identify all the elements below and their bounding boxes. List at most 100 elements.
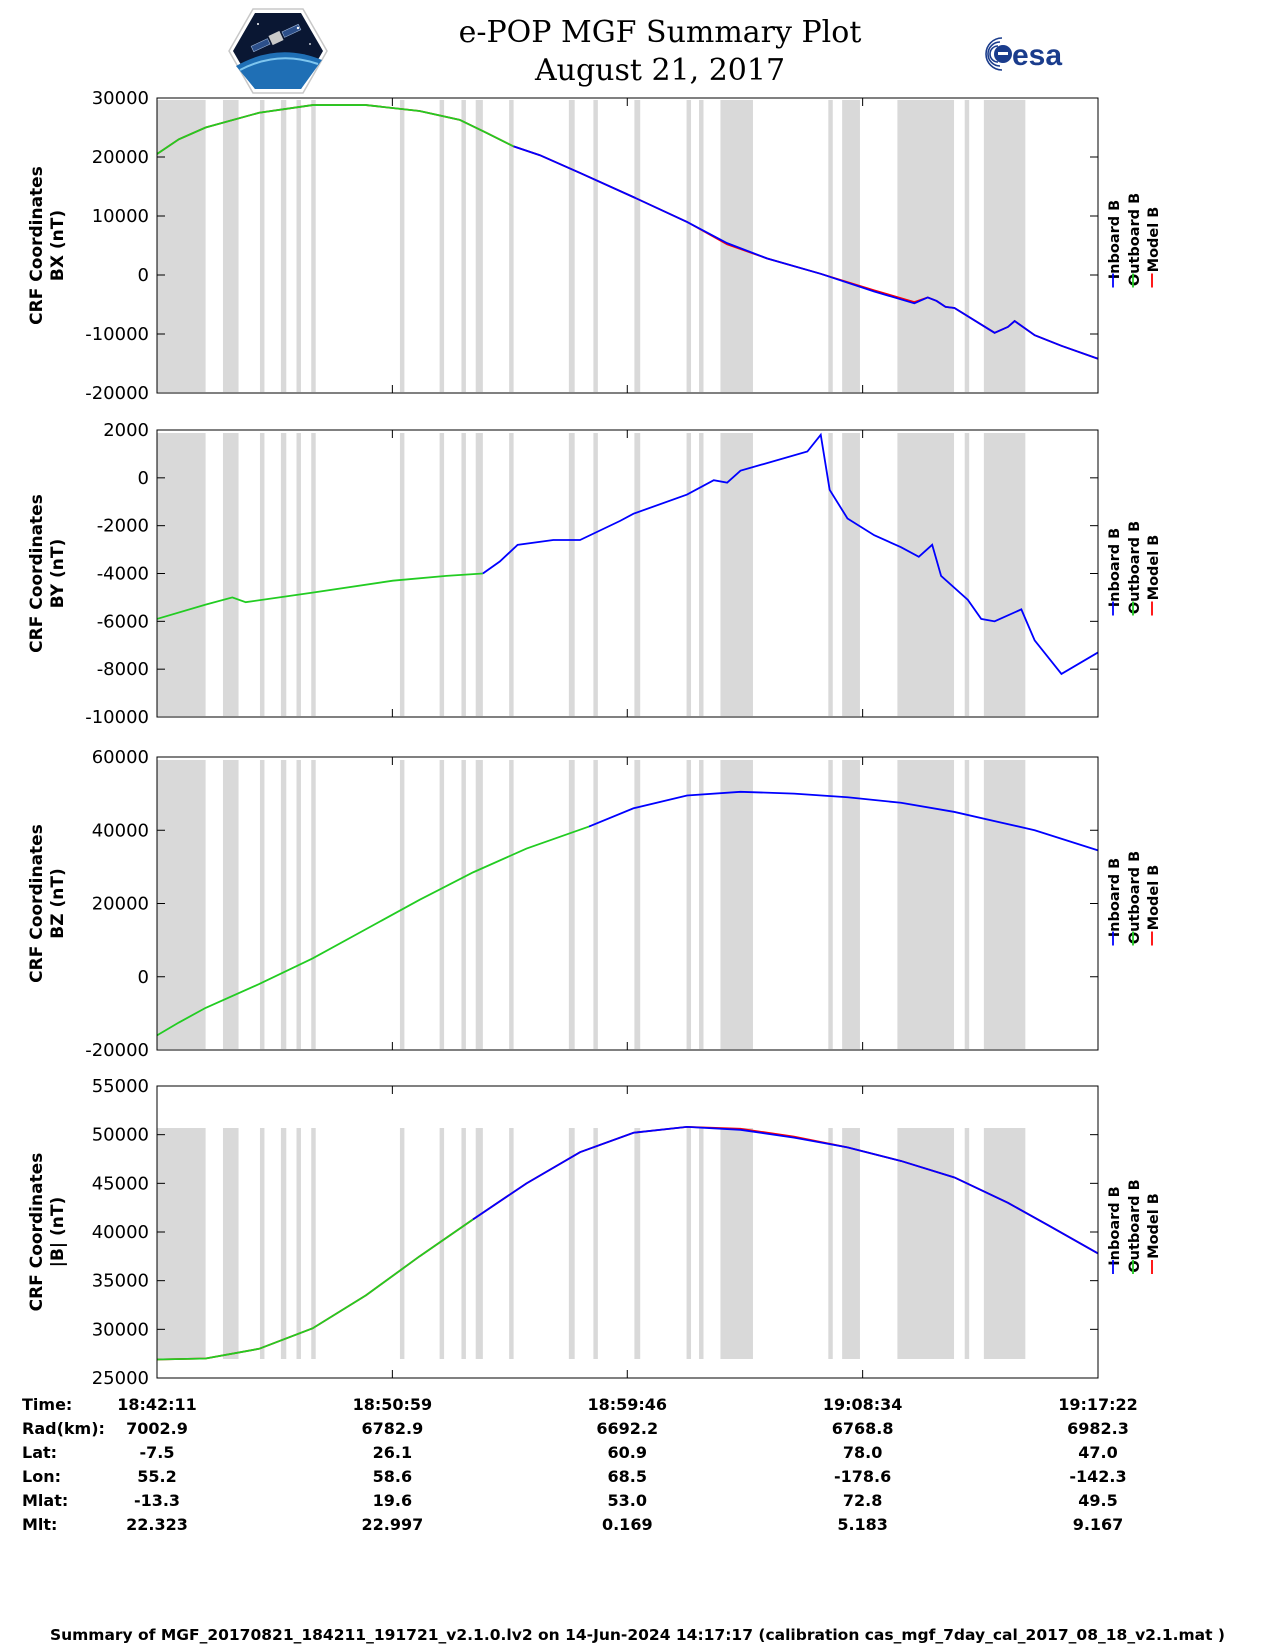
shaded-interval <box>439 1128 445 1359</box>
inboard-b-line <box>482 432 1099 676</box>
shaded-interval <box>461 100 466 392</box>
shaded-interval <box>828 760 833 1049</box>
shaded-interval <box>509 760 514 1049</box>
shaded-interval <box>439 760 445 1049</box>
shaded-interval <box>280 433 287 716</box>
shaded-interval <box>222 760 239 1049</box>
table-cell: 19:08:34 <box>823 1395 903 1414</box>
plot-title: e-POP MGF Summary Plot August 21, 2017 <box>380 14 940 90</box>
shaded-interval <box>964 433 970 716</box>
shaded-interval <box>157 433 206 716</box>
table-cell: 47.0 <box>1078 1443 1117 1462</box>
shaded-interval <box>157 1128 206 1359</box>
shaded-interval <box>897 1128 955 1359</box>
table-cell: 9.167 <box>1073 1515 1124 1534</box>
shaded-interval <box>593 760 598 1049</box>
shaded-interval <box>593 100 598 392</box>
shaded-interval <box>828 433 833 716</box>
legend-label: Inboard B <box>1107 858 1123 937</box>
y-tick-label: -6000 <box>97 611 149 632</box>
shaded-interval <box>296 1128 301 1359</box>
shaded-interval <box>828 100 833 392</box>
y-tick-label: 55000 <box>92 1076 149 1097</box>
shaded-interval <box>842 760 860 1049</box>
shaded-interval <box>699 433 704 716</box>
shaded-interval <box>311 760 316 1049</box>
y-tick-label: 60000 <box>92 747 149 768</box>
plot-panel-2: 2000 0 -2000 -4000 -6000 -8000 -10000 CRF Coord… <box>27 420 1162 728</box>
shaded-interval <box>222 433 239 716</box>
shaded-interval <box>964 100 970 392</box>
shaded-interval <box>259 100 265 392</box>
shaded-interval <box>311 100 316 392</box>
shaded-interval <box>311 433 316 716</box>
table-cell: 5.183 <box>837 1515 888 1534</box>
shaded-interval <box>983 100 1026 392</box>
inboard-b-line <box>472 1125 1099 1255</box>
legend-entry: Outboard B <box>1127 521 1143 614</box>
y-axis-label-line-2: BY (nT) <box>48 539 68 609</box>
shaded-interval <box>897 433 955 716</box>
shaded-interval <box>222 100 239 392</box>
table-cell: 68.5 <box>608 1467 647 1486</box>
table-cell: 49.5 <box>1078 1491 1117 1510</box>
y-axis-label-line-2: |B| (nT) <box>48 1197 68 1268</box>
y-tick-label: 35000 <box>92 1271 149 1292</box>
shaded-interval <box>842 1128 860 1359</box>
shaded-interval <box>439 433 445 716</box>
shaded-interval <box>568 1128 575 1359</box>
shaded-interval <box>983 433 1026 716</box>
shaded-interval <box>828 1128 833 1359</box>
shaded-interval <box>720 433 753 716</box>
y-tick-label: 30000 <box>92 1319 149 1340</box>
shaded-interval <box>311 1128 316 1359</box>
shaded-interval <box>593 433 598 716</box>
shaded-interval <box>634 100 641 392</box>
legend-label: Model B <box>1146 207 1162 273</box>
title-line-1: e-POP MGF Summary Plot <box>458 15 862 50</box>
y-tick-label: -4000 <box>97 564 149 585</box>
y-tick-label: 25000 <box>92 1368 149 1389</box>
y-axis-label: CRF Coordinates |B| (nT) <box>27 1153 68 1312</box>
legend-label: Inboard B <box>1107 1186 1123 1265</box>
shaded-interval <box>964 1128 970 1359</box>
y-tick-label: 2000 <box>103 420 149 441</box>
shaded-interval <box>964 760 970 1049</box>
esa-wordmark: esa <box>1012 39 1062 72</box>
shaded-interval <box>296 433 301 716</box>
legend-entry: Inboard B <box>1107 858 1123 937</box>
shaded-interval <box>593 1128 598 1359</box>
shaded-interval <box>568 760 575 1049</box>
shaded-interval <box>280 760 287 1049</box>
legend-entry: Model B <box>1146 865 1162 931</box>
shaded-interval <box>439 100 445 392</box>
table-cell: 26.1 <box>373 1443 412 1462</box>
inboard-b-line <box>513 145 1099 360</box>
table-cell: 6768.8 <box>832 1419 894 1438</box>
shaded-interval <box>461 1128 466 1359</box>
shaded-interval <box>280 1128 287 1359</box>
y-tick-label: 20000 <box>92 147 149 168</box>
shaded-interval <box>280 100 287 392</box>
shaded-interval <box>897 100 955 392</box>
footer-summary: Summary of MGF_20170821_184211_191721_v2… <box>49 1626 1226 1644</box>
legend-label: Outboard B <box>1127 1179 1143 1272</box>
shaded-interval <box>296 760 301 1049</box>
plot-panel-4: 55000 50000 45000 40000 35000 30000 25000 CRF C… <box>27 1076 1162 1389</box>
table-cell: 78.0 <box>843 1443 882 1462</box>
y-tick-label: 0 <box>138 468 149 489</box>
shaded-interval <box>686 433 692 716</box>
y-tick-label: 20000 <box>92 894 149 915</box>
outboard-b-line <box>156 825 590 1037</box>
table-row-label: Mlat: <box>22 1491 68 1510</box>
table-cell: 6782.9 <box>361 1419 423 1438</box>
shaded-interval <box>157 100 206 392</box>
y-axis-label: CRF Coordinates BZ (nT) <box>27 824 68 983</box>
table-row-label: Rad(km): <box>22 1419 105 1438</box>
shaded-interval <box>842 433 860 716</box>
legend-entry: Inboard B <box>1107 528 1123 607</box>
inboard-b-line <box>588 790 1099 852</box>
table-cell: 18:59:46 <box>587 1395 667 1414</box>
y-tick-label: 30000 <box>92 88 149 109</box>
